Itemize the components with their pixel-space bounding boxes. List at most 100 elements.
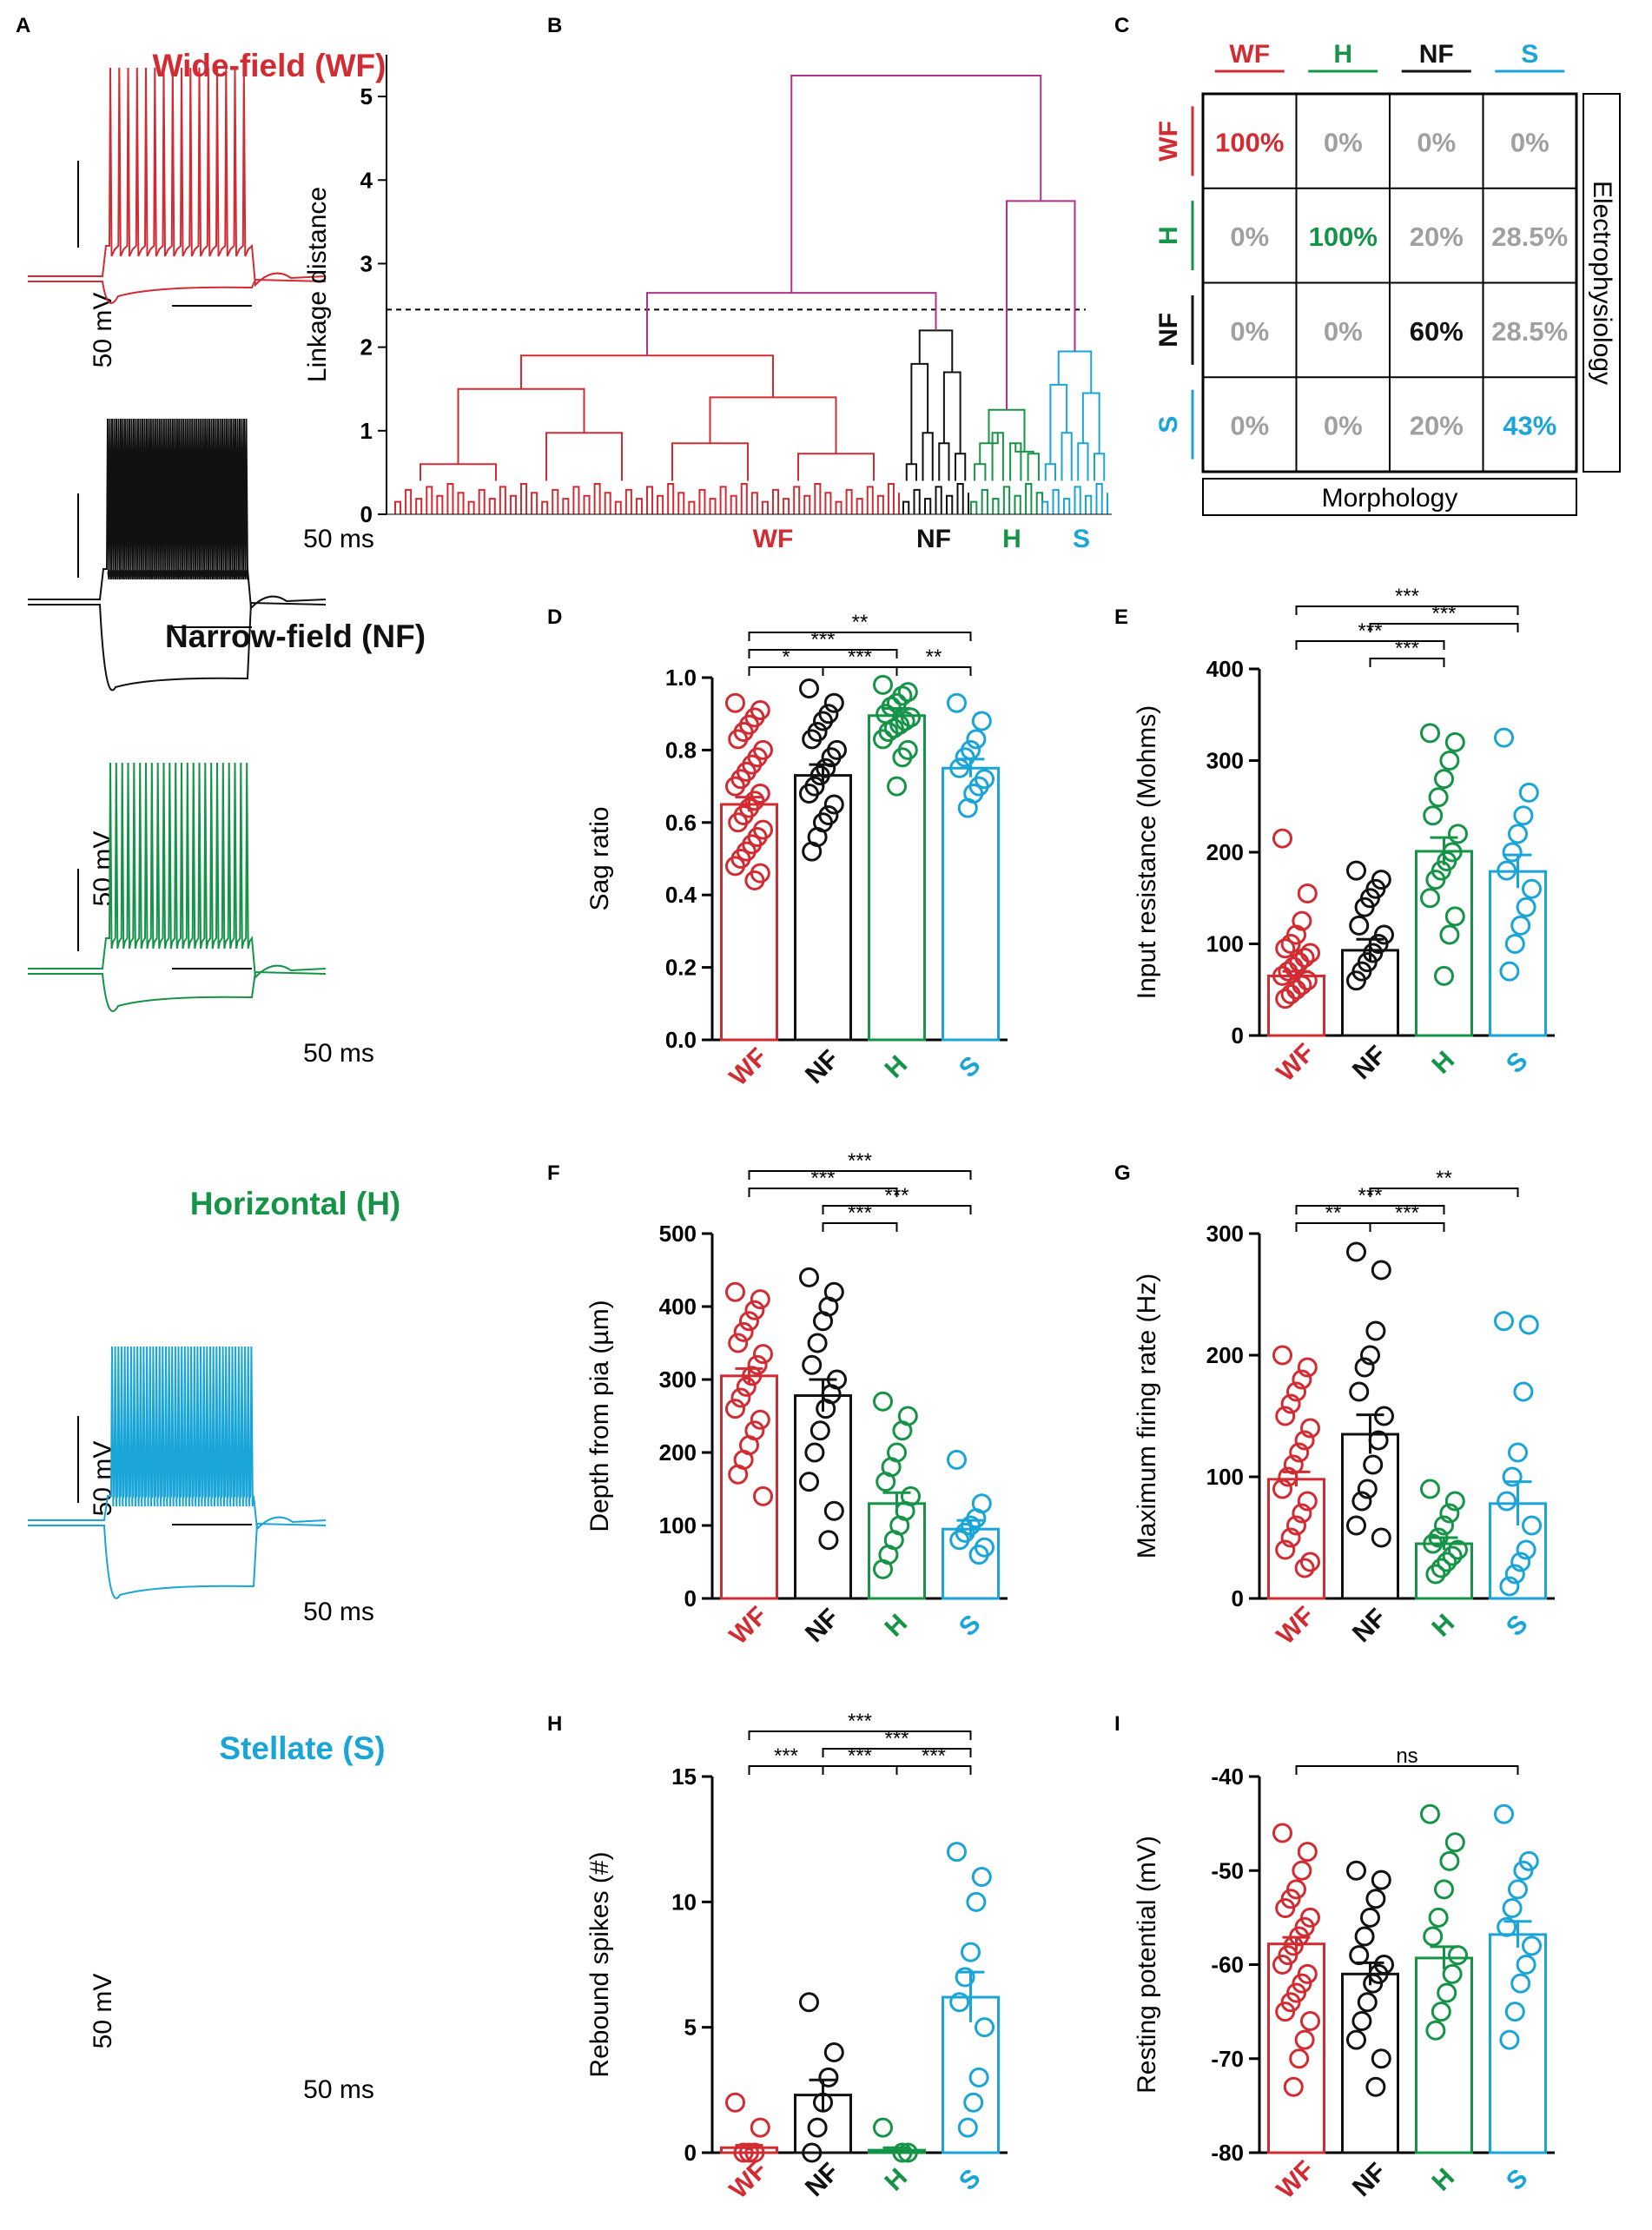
data-point-h — [1448, 824, 1468, 844]
trace-title-h: Horizontal (H) — [190, 1186, 401, 1221]
data-point-wf — [750, 2117, 770, 2138]
dendrogram-leaf-wf — [405, 488, 413, 514]
confusion-cell: 43% — [1503, 411, 1556, 441]
data-point-h — [1434, 769, 1454, 790]
data-point-nf — [802, 841, 823, 862]
dendrogram-leaf-wf — [814, 482, 822, 514]
data-point-h — [1420, 888, 1440, 909]
data-point-h — [897, 2142, 918, 2163]
dendrogram-leaf-wf — [667, 482, 675, 514]
x-tick-label-nf: NF — [800, 1044, 845, 1089]
data-point-s — [1497, 1491, 1517, 1512]
confusion-cell: 0% — [1324, 127, 1363, 157]
data-point-s — [955, 1967, 975, 1988]
x-tick-label-h: H — [1426, 2163, 1460, 2197]
data-point-h — [1425, 870, 1446, 890]
dendrogram-leaf-wf — [698, 488, 706, 514]
data-point-wf — [1297, 1842, 1318, 1863]
dendrogram-branch-h — [1009, 442, 1022, 481]
y-tick-label: -80 — [1211, 2140, 1244, 2166]
data-point-wf — [1280, 1393, 1301, 1414]
dendrogram-leaf-h — [992, 498, 1000, 514]
significance-bracket — [1295, 1205, 1445, 1214]
confusion-row-header-wf: WF — [1154, 121, 1183, 162]
data-point-h — [1444, 1491, 1465, 1512]
data-point-nf — [1363, 1973, 1384, 1994]
confusion-cell: 0% — [1230, 222, 1269, 252]
dendrogram-branch-wf — [420, 463, 497, 481]
data-point-wf — [725, 2092, 745, 2113]
y-tick-label: -40 — [1211, 1763, 1244, 1790]
data-point-s — [1522, 1936, 1542, 1956]
panel-e-chart: 0 100 200 300 400 Input resistance (Mohms) WF N… — [1133, 585, 1555, 1087]
y-tick-label: 0.4 — [665, 882, 697, 908]
x-tick-label-wf: WF — [1272, 1601, 1320, 1650]
data-point-s — [1499, 1576, 1520, 1597]
data-point-s — [966, 729, 987, 750]
data-point-nf — [821, 747, 842, 768]
dendrogram-leaf-wf — [541, 500, 549, 514]
dendrogram-y-tick-label: 2 — [360, 334, 373, 361]
data-point-nf — [1371, 1260, 1391, 1280]
data-point-wf — [1275, 1898, 1296, 1919]
data-point-wf — [1292, 1860, 1312, 1881]
data-point-wf — [1294, 1430, 1315, 1451]
significance-label: ** — [1436, 1167, 1452, 1190]
data-point-wf — [1294, 1558, 1315, 1578]
dendrogram-branch-s — [1049, 383, 1068, 465]
data-point-wf — [1283, 1454, 1304, 1475]
data-point-nf — [823, 2042, 844, 2063]
dendrogram-leaf-wf — [646, 486, 654, 514]
data-point-h — [1420, 1803, 1440, 1824]
data-point-wf — [744, 870, 765, 891]
dendrogram-leaf-wf — [478, 488, 486, 514]
data-point-nf — [804, 1442, 825, 1463]
data-point-h — [873, 2117, 893, 2138]
data-point-nf — [807, 2117, 828, 2138]
significance-bracket — [822, 1222, 898, 1232]
trace-depolarizing-s — [28, 1346, 327, 1532]
data-point-nf — [1365, 1889, 1386, 1909]
data-point-wf — [725, 856, 745, 877]
significance-bracket — [1369, 1188, 1519, 1197]
data-point-h — [873, 674, 893, 695]
dendrogram-branch-wf — [457, 387, 585, 465]
data-point-nf — [802, 1354, 823, 1375]
trace-depolarizing-nf — [28, 418, 327, 611]
data-point-nf — [818, 2067, 839, 2088]
dendrogram-leaf-wf — [426, 486, 433, 514]
dendrogram-y-tick-label: 5 — [360, 83, 373, 109]
dendrogram-leaf-wf — [750, 492, 758, 514]
y-tick-label: 100 — [1206, 931, 1244, 957]
data-point-nf — [1360, 1345, 1380, 1366]
data-point-h — [887, 776, 907, 797]
data-point-nf — [799, 1992, 819, 2013]
dendrogram-branch-nf — [938, 442, 950, 481]
data-point-nf — [1351, 1491, 1372, 1512]
dendrogram-leaf-wf — [876, 494, 884, 514]
y-tick-label: 400 — [1206, 656, 1244, 682]
dendrogram-leaf-wf — [761, 500, 769, 514]
significance-label: *** — [774, 1744, 798, 1768]
data-point-s — [968, 1545, 989, 1565]
dendrogram-leaf-wf — [677, 492, 685, 514]
dendrogram-leaf-h — [970, 500, 978, 514]
data-point-wf — [753, 1486, 773, 1506]
dendrogram-leaf-wf — [509, 494, 517, 514]
data-point-wf — [1300, 2010, 1320, 2031]
significance-bracket — [748, 632, 972, 641]
data-point-s — [1510, 915, 1531, 936]
data-point-wf — [1297, 1491, 1318, 1512]
data-point-wf — [750, 1409, 770, 1430]
data-point-wf — [1297, 970, 1318, 991]
data-point-s — [955, 747, 975, 768]
panel-label-a: A — [16, 14, 30, 37]
data-point-nf — [1357, 1992, 1378, 2013]
y-axis-label: Sag ratio — [585, 806, 614, 910]
data-point-wf — [1280, 934, 1301, 954]
data-point-s — [957, 2117, 978, 2138]
significance-label: *** — [1395, 585, 1419, 608]
data-point-wf — [725, 1281, 745, 1302]
data-point-wf — [744, 1300, 765, 1320]
panel-label-e: E — [1114, 605, 1128, 629]
